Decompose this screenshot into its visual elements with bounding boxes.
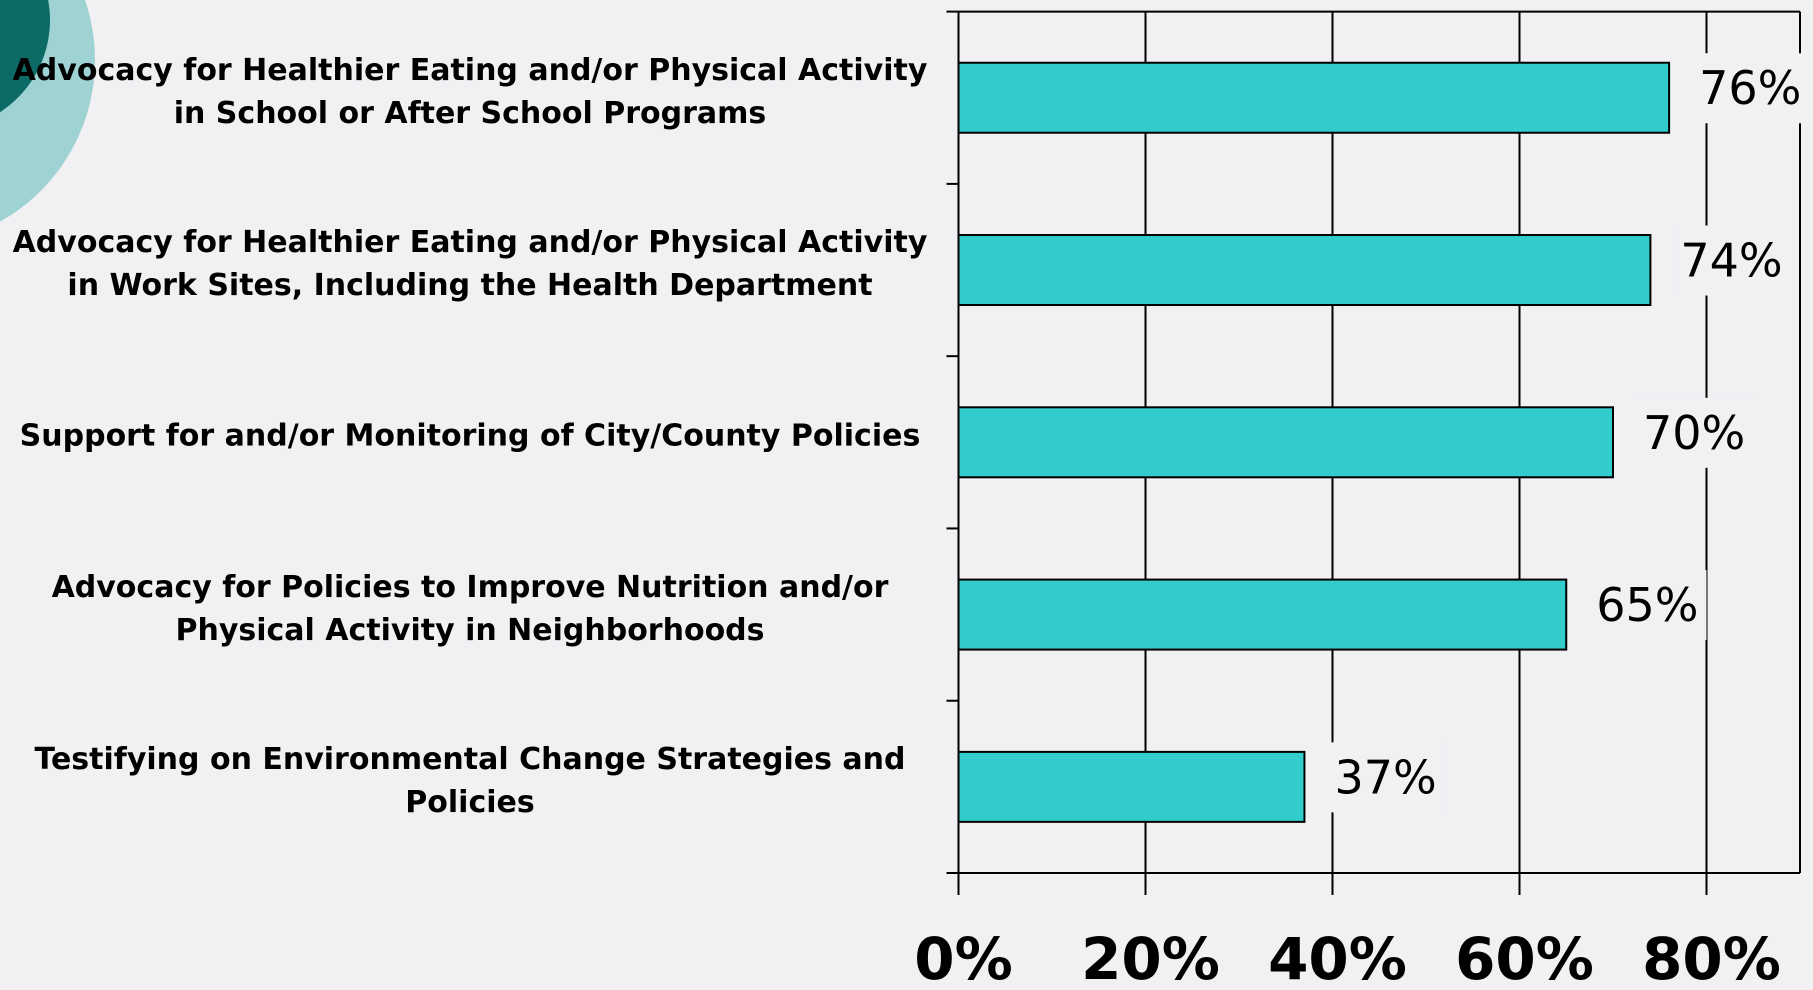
value-label: 76% [1699, 61, 1801, 115]
category-label: Advocacy for Policies to Improve Nutriti… [51, 569, 889, 648]
value-label-bg [1635, 397, 1754, 468]
category-label: Advocacy for Healthier Eating and/or Phy… [12, 52, 928, 131]
x-tick-label: 20% [1081, 925, 1220, 990]
category-label: Advocacy for Healthier Eating and/or Phy… [12, 225, 928, 304]
value-label-bg [1691, 53, 1810, 124]
x-tick-label: 0% [914, 925, 1012, 990]
value-label-bg [1672, 225, 1791, 296]
category-label: Support for and/or Monitoring of City/Co… [19, 418, 921, 454]
bar [957, 234, 1652, 307]
value-label: 65% [1596, 578, 1698, 632]
x-tick-label: 60% [1455, 925, 1594, 990]
bar [957, 750, 1306, 823]
bar [957, 578, 1568, 651]
value-label: 74% [1680, 234, 1782, 288]
x-tick-label: 80% [1642, 925, 1781, 990]
decor-circle-dark [0, 0, 50, 113]
bar [957, 406, 1614, 479]
bar [957, 61, 1671, 134]
value-label-bg [1588, 570, 1707, 641]
value-label: 37% [1334, 750, 1436, 804]
category-label: Testifying on Environmental Change Strat… [34, 741, 906, 820]
x-tick-label: 40% [1268, 925, 1407, 990]
value-label: 70% [1643, 406, 1745, 460]
value-label-bg [1326, 742, 1445, 813]
